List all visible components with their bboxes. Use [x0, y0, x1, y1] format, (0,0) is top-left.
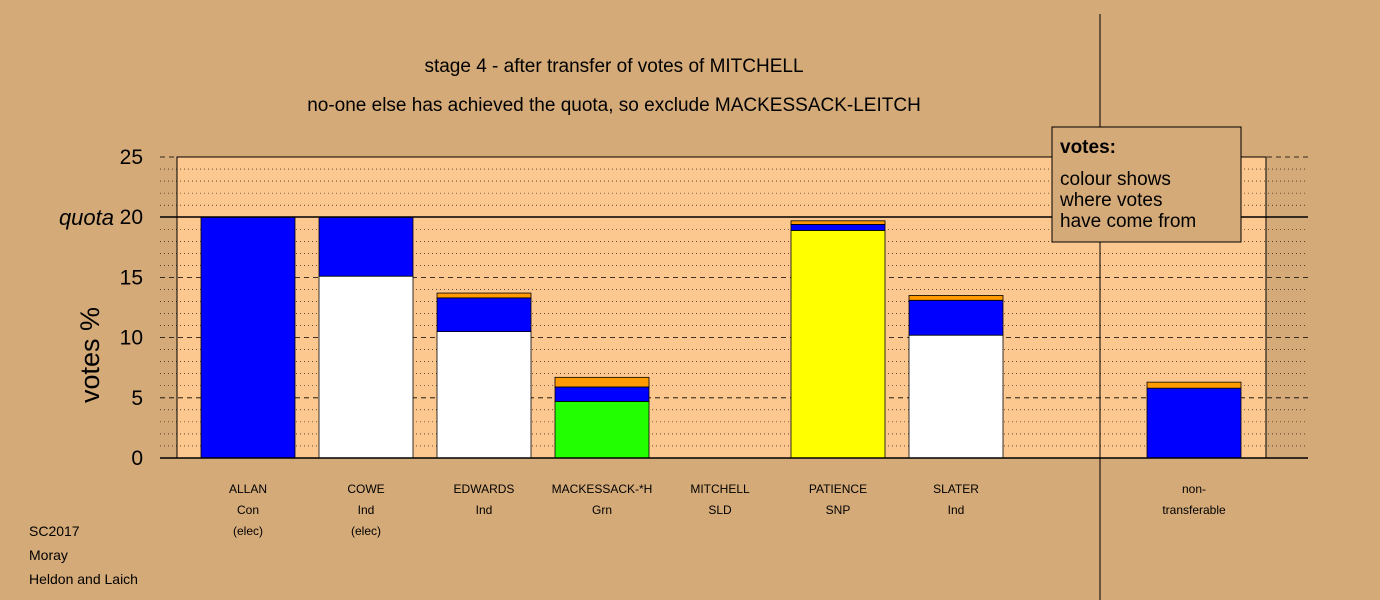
candidate-name: ALLAN [229, 482, 267, 496]
bars [200, 216, 1242, 459]
bar-segment-patience-sld [790, 220, 886, 225]
candidate-party: Con [237, 503, 259, 517]
bar-segment-edwards-ind [436, 331, 532, 459]
candidate-name: MITCHELL [690, 482, 750, 496]
legend-title: votes: [1060, 137, 1116, 158]
candidate-note: (elec) [351, 524, 381, 538]
bar-segment-mackessack-h-con [554, 386, 650, 402]
legend-line-3: have come from [1060, 211, 1196, 232]
bar-segment-mackessack-h-grn [554, 401, 650, 459]
y-tick-label: 20 [120, 206, 143, 229]
candidate-party: SLD [708, 503, 732, 517]
y-axis-label: votes % [75, 307, 105, 403]
candidate-name: MACKESSACK-*H [552, 482, 653, 496]
nontransferable-label: transferable [1162, 503, 1226, 517]
candidate-party: Grn [592, 503, 612, 517]
legend-line-1: colour shows [1060, 169, 1171, 190]
candidate-party: Ind [948, 503, 965, 517]
candidate-party: SNP [826, 503, 851, 517]
bar-segment-patience-con [790, 224, 886, 231]
quota-label: quota [59, 205, 114, 230]
candidate-party: Ind [358, 503, 375, 517]
y-tick-label: 0 [131, 447, 143, 470]
candidate-party: Ind [476, 503, 493, 517]
footer-line-3: Heldon and Laich [29, 571, 138, 587]
y-tick-label: 5 [131, 387, 143, 410]
bar-segment-nontransferable-con [1146, 387, 1242, 459]
bar-segment-allan-con [200, 216, 296, 459]
bar-segment-patience-snp [790, 230, 886, 459]
footer-line-1: SC2017 [29, 523, 80, 539]
bar-segment-slater-ind [908, 334, 1004, 459]
bar-segment-slater-sld [908, 295, 1004, 301]
bar-segment-edwards-con [436, 297, 532, 332]
y-tick-label: 25 [120, 146, 143, 169]
chart-title: stage 4 - after transfer of votes of MIT… [424, 56, 803, 77]
candidate-name: SLATER [933, 482, 979, 496]
chart-subtitle: no-one else has achieved the quota, so e… [307, 95, 921, 116]
bar-segment-edwards-sld [436, 292, 532, 299]
nontransferable-label: non- [1182, 482, 1206, 496]
candidate-name: COWE [347, 482, 384, 496]
candidate-name: EDWARDS [454, 482, 515, 496]
footer-line-2: Moray [29, 547, 68, 563]
y-tick-label: 15 [120, 266, 143, 289]
bar-segment-mackessack-h-sld [554, 376, 650, 388]
bar-segment-nontransferable-sld [1146, 381, 1242, 389]
candidate-name: PATIENCE [809, 482, 867, 496]
bar-segment-cowe-con [318, 216, 414, 277]
bar-segment-cowe-ind [318, 275, 414, 459]
legend-box: votes: colour shows where votes have com… [1051, 126, 1242, 243]
y-tick-label: 10 [120, 327, 143, 350]
bar-segment-slater-con [908, 299, 1004, 336]
legend-line-2: where votes [1059, 190, 1162, 211]
y-axis-ticks: 0 5 10 15 20 25 [120, 146, 143, 470]
candidate-note: (elec) [233, 524, 263, 538]
x-axis-labels: ALLAN Con (elec) COWE Ind (elec) EDWARDS Ind MAC… [229, 482, 1226, 538]
